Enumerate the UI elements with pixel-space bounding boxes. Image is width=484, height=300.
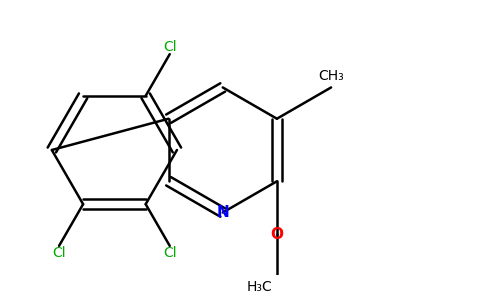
Text: Cl: Cl	[163, 40, 177, 54]
Text: Cl: Cl	[163, 246, 177, 260]
Text: H₃C: H₃C	[246, 280, 272, 294]
Text: N: N	[216, 205, 229, 220]
Text: CH₃: CH₃	[318, 69, 344, 82]
Text: Cl: Cl	[52, 246, 66, 260]
Text: O: O	[271, 227, 284, 242]
